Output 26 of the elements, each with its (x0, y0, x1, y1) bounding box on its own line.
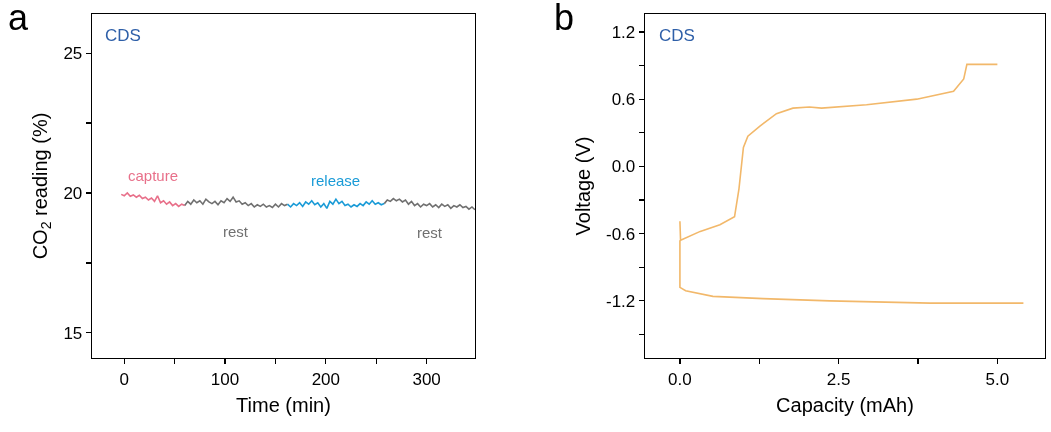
y-tick-label: -1.2 (606, 291, 636, 311)
x-axis-title: Capacity (mAh) (776, 394, 914, 417)
x-tick-label: 300 (412, 369, 441, 389)
series-label: release (311, 172, 361, 189)
chart-title: b (553, 0, 574, 38)
x-tick-label: 200 (311, 369, 341, 389)
annotation: CDS (105, 26, 141, 45)
chart-title: a (7, 0, 29, 38)
y-tick-label: 25 (63, 44, 83, 64)
y-tick-label: -0.6 (606, 224, 636, 244)
series-label: capture (128, 167, 179, 184)
annotation: CDS (659, 26, 695, 45)
x-tick-label: 2.5 (826, 369, 851, 389)
series-label: rest (417, 224, 443, 241)
y-tick-label: 1.2 (611, 22, 636, 42)
x-tick-label: 0.0 (668, 369, 692, 389)
x-tick-label: 100 (210, 369, 240, 389)
y-tick-label: 20 (63, 183, 83, 203)
y-tick-label: 0.6 (611, 90, 636, 110)
series-label: rest (223, 223, 249, 240)
x-tick-label: 0 (119, 369, 129, 389)
x-tick-label: 5.0 (985, 369, 1010, 389)
x-axis-title: Time (min) (236, 394, 331, 417)
y-axis-title: Voltage (V) (571, 136, 594, 236)
y-tick-label: 15 (63, 323, 83, 343)
y-tick-label: 0.0 (611, 157, 636, 177)
